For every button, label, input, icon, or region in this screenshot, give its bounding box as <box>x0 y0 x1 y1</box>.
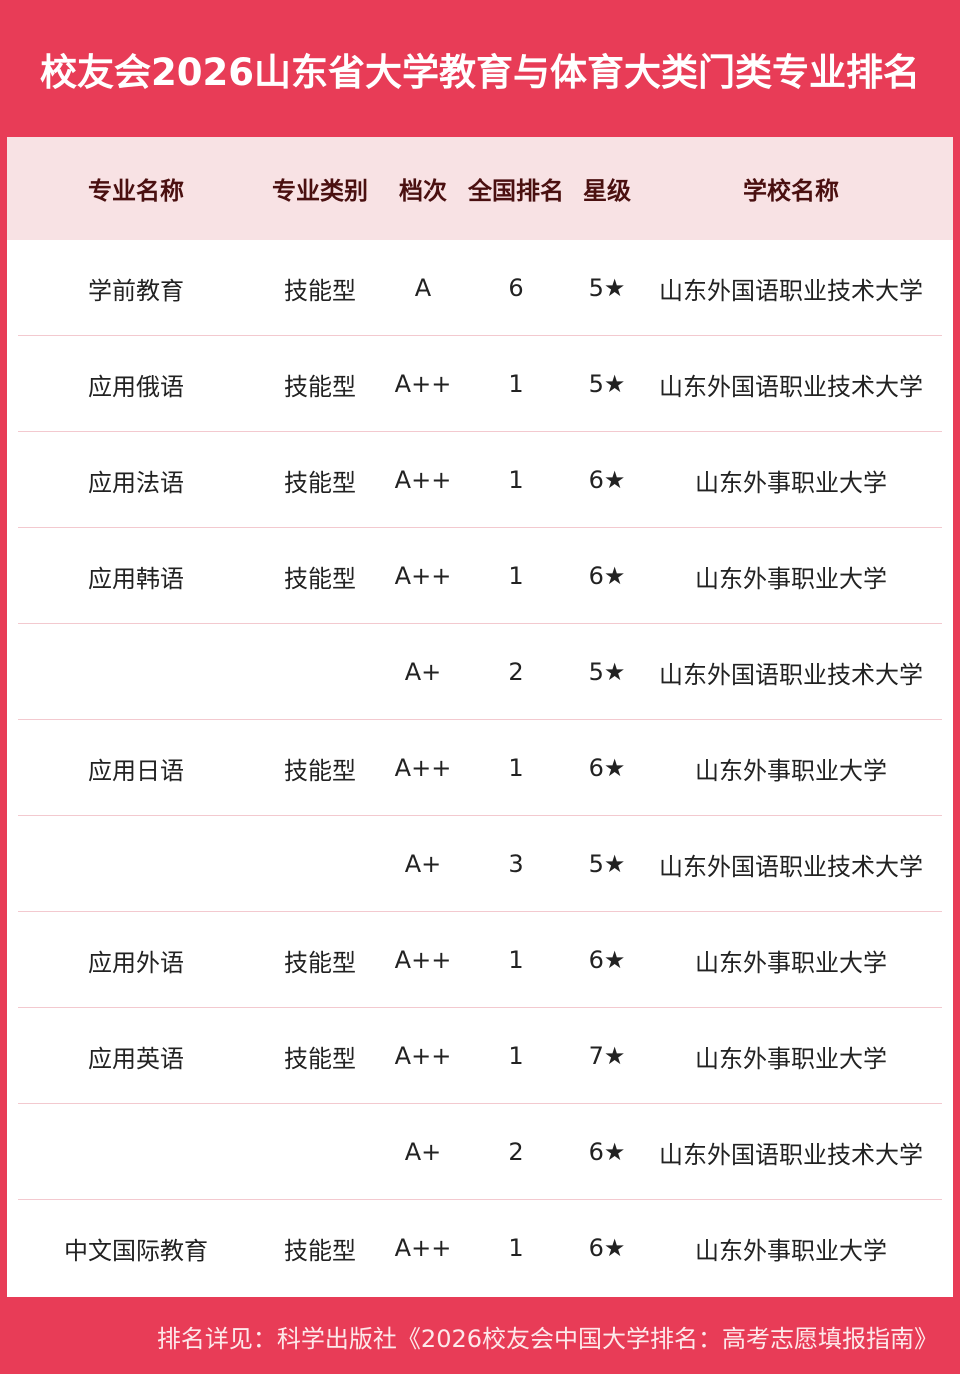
cell-stars: 5★ <box>588 274 626 302</box>
cell-stars: 6★ <box>588 946 626 974</box>
cell-grade: A+ <box>404 1138 442 1166</box>
table-row: 应用法语 技能型 A++ 1 6★ 山东外事职业大学 <box>7 432 953 528</box>
cell-grade: A <box>414 274 432 302</box>
cell-rank: 2 <box>508 658 524 686</box>
header-grade: 档次 <box>399 177 447 205</box>
page-title: 校友会2026山东省大学教育与体育大类门类专业排名 <box>40 50 920 94</box>
row-divider <box>18 623 942 624</box>
row-divider <box>18 719 942 720</box>
header-category: 专业类别 <box>272 177 368 205</box>
row-divider <box>18 1103 942 1104</box>
table-row: 应用英语 技能型 A++ 1 7★ 山东外事职业大学 <box>7 1008 953 1104</box>
cell-school: 山东外国语职业技术大学 <box>659 1140 923 1169</box>
cell-stars: 6★ <box>588 1234 626 1262</box>
cell-stars: 5★ <box>588 370 626 398</box>
cell-school: 山东外国语职业技术大学 <box>659 276 923 305</box>
cell-school: 山东外事职业大学 <box>695 1236 887 1265</box>
cell-stars: 5★ <box>588 658 626 686</box>
header-major: 专业名称 <box>88 177 184 205</box>
cell-rank: 1 <box>508 946 524 974</box>
cell-category: 技能型 <box>284 372 356 401</box>
table-row: A+ 3 5★ 山东外国语职业技术大学 <box>7 816 953 912</box>
cell-rank: 1 <box>508 370 524 398</box>
cell-category: 技能型 <box>284 756 356 785</box>
table-row: A+ 2 5★ 山东外国语职业技术大学 <box>7 624 953 720</box>
row-divider <box>18 1007 942 1008</box>
table-row: 应用韩语 技能型 A++ 1 6★ 山东外事职业大学 <box>7 528 953 624</box>
cell-school: 山东外事职业大学 <box>695 564 887 593</box>
table-row: 中文国际教育 技能型 A++ 1 6★ 山东外事职业大学 <box>7 1200 953 1296</box>
cell-rank: 1 <box>508 1234 524 1262</box>
cell-rank: 1 <box>508 466 524 494</box>
cell-category: 技能型 <box>284 468 356 497</box>
cell-major <box>36 1104 236 1200</box>
cell-stars: 6★ <box>588 754 626 782</box>
cell-grade: A++ <box>394 946 452 974</box>
table-header: 专业名称 专业类别 档次 全国排名 星级 学校名称 <box>7 137 953 240</box>
cell-rank: 2 <box>508 1138 524 1166</box>
cell-grade: A+ <box>404 850 442 878</box>
header-school: 学校名称 <box>743 177 839 205</box>
row-divider <box>18 431 942 432</box>
cell-category <box>260 624 380 720</box>
cell-major: 应用外语 <box>88 948 184 977</box>
cell-grade: A++ <box>394 1042 452 1070</box>
cell-grade: A++ <box>394 466 452 494</box>
cell-rank: 1 <box>508 754 524 782</box>
cell-major: 中文国际教育 <box>64 1236 208 1265</box>
cell-major <box>36 816 236 912</box>
cell-category: 技能型 <box>284 276 356 305</box>
header-rank: 全国排名 <box>468 177 564 205</box>
footer-source: 排名详见：科学出版社《2026校友会中国大学排名：高考志愿填报指南》 <box>156 1324 938 1353</box>
cell-school: 山东外事职业大学 <box>695 1044 887 1073</box>
cell-major: 应用俄语 <box>88 372 184 401</box>
cell-grade: A++ <box>394 754 452 782</box>
cell-school: 山东外事职业大学 <box>695 756 887 785</box>
table-row: 应用外语 技能型 A++ 1 6★ 山东外事职业大学 <box>7 912 953 1008</box>
cell-grade: A+ <box>404 658 442 686</box>
row-divider <box>18 815 942 816</box>
cell-major: 应用日语 <box>88 756 184 785</box>
table-row: 应用俄语 技能型 A++ 1 5★ 山东外国语职业技术大学 <box>7 336 953 432</box>
cell-major <box>36 624 236 720</box>
cell-category <box>260 1104 380 1200</box>
table-row: 学前教育 技能型 A 6 5★ 山东外国语职业技术大学 <box>7 240 953 336</box>
cell-category: 技能型 <box>284 1236 356 1265</box>
cell-major: 应用韩语 <box>88 564 184 593</box>
cell-category: 技能型 <box>284 564 356 593</box>
header-stars: 星级 <box>583 177 631 205</box>
row-divider <box>18 527 942 528</box>
cell-category: 技能型 <box>284 1044 356 1073</box>
cell-category <box>260 816 380 912</box>
cell-stars: 5★ <box>588 850 626 878</box>
row-divider <box>18 1199 942 1200</box>
cell-major: 应用法语 <box>88 468 184 497</box>
cell-major: 学前教育 <box>88 276 184 305</box>
ranking-table: 专业名称 专业类别 档次 全国排名 星级 学校名称 学前教育 技能型 A 6 5★ 山东外… <box>7 137 953 1297</box>
cell-grade: A++ <box>394 1234 452 1262</box>
cell-stars: 6★ <box>588 562 626 590</box>
cell-grade: A++ <box>394 370 452 398</box>
cell-school: 山东外国语职业技术大学 <box>659 372 923 401</box>
table-row: 应用日语 技能型 A++ 1 6★ 山东外事职业大学 <box>7 720 953 816</box>
cell-major: 应用英语 <box>88 1044 184 1073</box>
row-divider <box>18 911 942 912</box>
cell-stars: 6★ <box>588 1138 626 1166</box>
cell-school: 山东外国语职业技术大学 <box>659 660 923 689</box>
cell-category: 技能型 <box>284 948 356 977</box>
cell-rank: 3 <box>508 850 524 878</box>
cell-rank: 6 <box>508 274 524 302</box>
cell-stars: 7★ <box>588 1042 626 1070</box>
table-row: A+ 2 6★ 山东外国语职业技术大学 <box>7 1104 953 1200</box>
cell-stars: 6★ <box>588 466 626 494</box>
row-divider <box>18 335 942 336</box>
cell-school: 山东外事职业大学 <box>695 468 887 497</box>
cell-rank: 1 <box>508 562 524 590</box>
cell-grade: A++ <box>394 562 452 590</box>
cell-school: 山东外事职业大学 <box>695 948 887 977</box>
cell-rank: 1 <box>508 1042 524 1070</box>
cell-school: 山东外国语职业技术大学 <box>659 852 923 881</box>
